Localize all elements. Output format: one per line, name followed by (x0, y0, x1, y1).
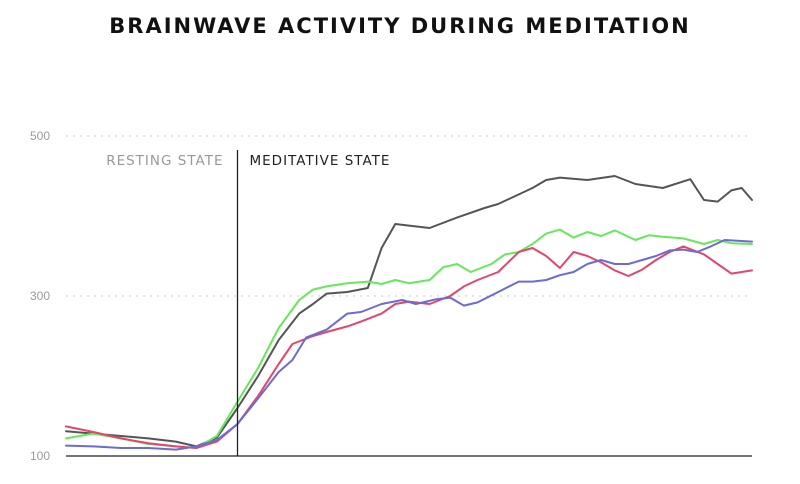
series-line-red (65, 245, 753, 449)
resting-state-label: RESTING STATE (106, 153, 223, 169)
phase-labels: RESTING STATE MEDITATIVE STATE (106, 153, 391, 169)
y-tick-label: 300 (30, 289, 50, 303)
series-line-dark (65, 175, 753, 448)
chart-title: BRAINWAVE ACTIVITY DURING MEDITATION (109, 14, 691, 38)
series-lines (65, 175, 753, 451)
series-line-green (65, 228, 753, 449)
gridlines (66, 135, 752, 297)
y-tick-label: 500 (30, 129, 50, 143)
y-axis-ticks: 100 300 500 (30, 129, 50, 463)
meditative-state-label: MEDITATIVE STATE (250, 153, 391, 169)
y-tick-label: 100 (30, 449, 50, 463)
series-line-blue (65, 239, 753, 451)
